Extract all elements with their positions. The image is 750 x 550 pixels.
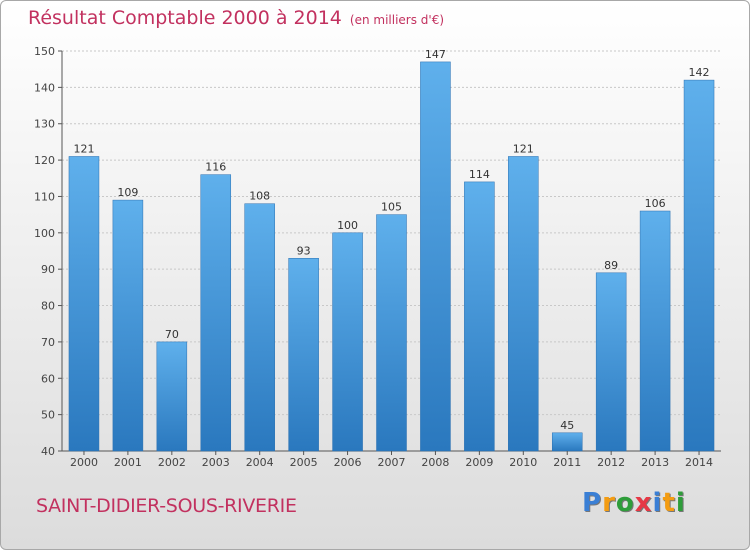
logo-letter: r — [602, 488, 616, 518]
logo-letter: x — [634, 488, 653, 518]
x-tick-label: 2014 — [685, 456, 713, 469]
logo-letter: o — [615, 488, 635, 518]
logo-letter: i — [675, 488, 686, 518]
y-tick-label: 150 — [34, 45, 55, 58]
x-tick-label: 2004 — [246, 456, 274, 469]
bar-value-label: 142 — [689, 66, 710, 79]
bar-value-label: 45 — [560, 419, 574, 432]
y-tick-label: 70 — [41, 336, 55, 349]
bar — [332, 232, 363, 452]
bar — [68, 156, 100, 452]
bar — [551, 432, 583, 452]
bar-value-label: 114 — [469, 168, 490, 181]
x-tick-label: 2007 — [378, 456, 406, 469]
x-tick-label: 2010 — [509, 456, 537, 469]
bar — [376, 214, 407, 452]
proxiti-logo: Proxiti — [582, 488, 686, 518]
bar — [683, 79, 715, 452]
x-tick-label: 2011 — [553, 456, 581, 469]
bar-value-label: 116 — [205, 161, 226, 174]
bar-value-label: 121 — [513, 142, 534, 155]
x-tick-label: 2013 — [641, 456, 669, 469]
y-tick-label: 110 — [34, 190, 55, 203]
bar-value-label: 121 — [73, 142, 94, 155]
commune-name: SAINT-DIDIER-SOUS-RIVERIE — [36, 495, 297, 517]
x-tick-label: 2005 — [290, 456, 318, 469]
bar — [508, 156, 539, 452]
y-tick-label: 100 — [34, 227, 55, 240]
y-tick-label: 90 — [41, 263, 55, 276]
bar — [200, 174, 232, 452]
bar — [288, 258, 319, 452]
x-tick-label: 2008 — [421, 456, 449, 469]
bar — [420, 61, 451, 452]
y-tick-label: 80 — [41, 300, 55, 313]
bar — [156, 341, 188, 452]
y-tick-label: 120 — [34, 154, 55, 167]
y-tick-label: 50 — [41, 409, 55, 422]
x-tick-label: 2000 — [70, 456, 98, 469]
logo-letter: t — [662, 488, 676, 518]
bar-value-label: 109 — [117, 186, 138, 199]
x-tick-label: 2002 — [158, 456, 186, 469]
bar — [639, 210, 671, 452]
bar-value-label: 100 — [337, 219, 358, 232]
chart-title-main: Résultat Comptable 2000 à 2014 — [28, 7, 342, 29]
x-tick-label: 2009 — [465, 456, 493, 469]
y-tick-label: 60 — [41, 372, 55, 385]
bar — [464, 181, 495, 452]
x-tick-label: 2003 — [202, 456, 230, 469]
logo-letter: i — [652, 488, 663, 518]
logo-letter: P — [582, 488, 603, 518]
bar-value-label: 105 — [381, 201, 402, 214]
y-tick-label: 40 — [41, 445, 55, 458]
bar-value-label: 108 — [249, 190, 270, 203]
bar — [112, 199, 144, 452]
bar-value-label: 147 — [425, 48, 446, 61]
y-tick-label: 140 — [34, 81, 55, 94]
bar — [595, 272, 627, 452]
chart-title: Résultat Comptable 2000 à 2014 (en millie… — [28, 7, 444, 29]
bar-value-label: 89 — [604, 259, 618, 272]
x-tick-label: 2006 — [334, 456, 362, 469]
bar-value-label: 106 — [645, 197, 666, 210]
x-tick-label: 2012 — [597, 456, 625, 469]
chart-subtitle: (en milliers d'€) — [349, 13, 445, 27]
bar — [244, 203, 275, 452]
bar-value-label: 70 — [165, 328, 179, 341]
y-tick-label: 130 — [34, 118, 55, 131]
x-tick-label: 2001 — [114, 456, 142, 469]
bar-value-label: 93 — [297, 244, 311, 257]
